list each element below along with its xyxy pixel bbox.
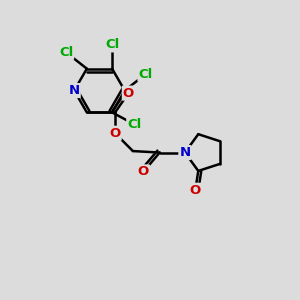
Text: O: O <box>138 165 149 178</box>
Text: Cl: Cl <box>59 46 73 59</box>
Text: O: O <box>190 184 201 197</box>
Text: N: N <box>69 84 80 97</box>
Text: O: O <box>110 127 121 140</box>
Text: Cl: Cl <box>127 118 142 131</box>
Text: Cl: Cl <box>105 38 119 51</box>
Text: O: O <box>123 87 134 100</box>
Text: N: N <box>179 146 191 159</box>
Text: Cl: Cl <box>138 68 153 81</box>
